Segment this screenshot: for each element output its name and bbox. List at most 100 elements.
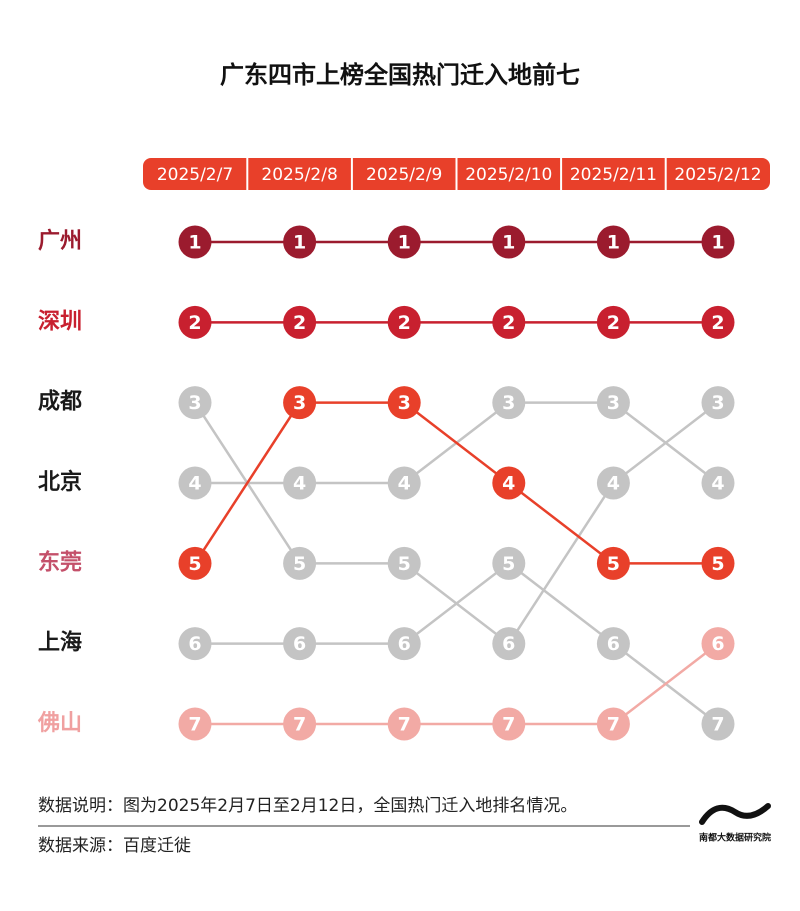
rank-dot bbox=[178, 627, 212, 661]
rank-dot bbox=[178, 546, 212, 580]
rank-label: 5 bbox=[607, 553, 620, 575]
rank-dot bbox=[387, 466, 421, 500]
rank-label: 6 bbox=[398, 633, 411, 655]
rank-label: 6 bbox=[711, 633, 724, 655]
legend-label: 北京 bbox=[38, 469, 82, 495]
rank-label: 6 bbox=[607, 633, 620, 655]
rank-dot bbox=[596, 627, 630, 661]
x-tick-label: 2025/2/12 bbox=[674, 165, 761, 185]
legend-label: 佛山 bbox=[37, 711, 82, 736]
rank-label: 2 bbox=[711, 312, 724, 334]
rank-label: 5 bbox=[293, 553, 306, 575]
series-line bbox=[195, 642, 719, 726]
rank-label: 1 bbox=[293, 232, 306, 254]
rank-label: 5 bbox=[398, 553, 411, 575]
rank-label: 1 bbox=[607, 232, 620, 254]
x-tick-label: 2025/2/9 bbox=[366, 165, 442, 185]
rank-label: 5 bbox=[188, 553, 201, 575]
rank-dot bbox=[701, 546, 735, 580]
rank-dot bbox=[283, 466, 317, 500]
rank-dot bbox=[178, 707, 212, 741]
x-tick-label: 2025/2/11 bbox=[570, 165, 657, 185]
legend-label: 深圳 bbox=[38, 309, 82, 334]
rank-label: 1 bbox=[502, 232, 515, 254]
source: 数据来源：百度迁徙 bbox=[38, 836, 191, 856]
legend-label: 广州 bbox=[38, 228, 82, 254]
rank-dot bbox=[283, 225, 317, 259]
rank-dot bbox=[701, 627, 735, 661]
rank-dot bbox=[283, 305, 317, 339]
rank-label: 3 bbox=[188, 392, 201, 414]
rank-dot bbox=[492, 546, 526, 580]
rank-label: 4 bbox=[502, 473, 515, 495]
rank-dot bbox=[178, 466, 212, 500]
rank-label: 7 bbox=[293, 714, 306, 736]
rank-dot bbox=[492, 627, 526, 661]
rank-label: 4 bbox=[188, 473, 201, 495]
series-line bbox=[193, 401, 718, 565]
rank-dot bbox=[492, 466, 526, 500]
rank-dot bbox=[178, 225, 212, 259]
rank-label: 2 bbox=[398, 312, 411, 334]
rank-label: 3 bbox=[711, 392, 724, 414]
series-layer: 3 5 5 6 4 3 4 4 4 3 3 4 6 6 6 5 6 7 1 1 1 1 1 1 2 2 2 2 2 2 5 3 3 4 5 5 7 7 7 7… bbox=[178, 225, 735, 741]
rank-label: 3 bbox=[607, 392, 620, 414]
rank-dot bbox=[387, 386, 421, 420]
rank-dot bbox=[178, 305, 212, 339]
x-tick-label: 2025/2/7 bbox=[157, 165, 233, 185]
rank-label: 4 bbox=[398, 473, 411, 495]
rank-dot bbox=[283, 386, 317, 420]
rank-label: 1 bbox=[711, 232, 724, 254]
rank-label: 3 bbox=[502, 392, 515, 414]
series-line bbox=[195, 561, 719, 725]
rank-dot bbox=[492, 386, 526, 420]
rank-dot bbox=[178, 386, 212, 420]
rank-dot bbox=[492, 707, 526, 741]
rank-label: 2 bbox=[188, 312, 201, 334]
rank-label: 4 bbox=[711, 473, 724, 495]
rank-label: 1 bbox=[398, 232, 411, 254]
rank-dot bbox=[596, 546, 630, 580]
rank-label: 5 bbox=[711, 553, 724, 575]
rank-dot bbox=[701, 466, 735, 500]
rank-dot bbox=[701, 707, 735, 741]
rank-label: 4 bbox=[607, 473, 620, 495]
rank-dot bbox=[596, 225, 630, 259]
rank-dot bbox=[283, 707, 317, 741]
rank-dot bbox=[283, 627, 317, 661]
rank-dot bbox=[492, 225, 526, 259]
rank-dot bbox=[596, 707, 630, 741]
logo-text: 南都大数据研究院 bbox=[699, 832, 771, 844]
legend-label: 上海 bbox=[38, 630, 82, 656]
rank-dot bbox=[387, 225, 421, 259]
rank-dot bbox=[701, 386, 735, 420]
rank-label: 7 bbox=[711, 714, 724, 736]
legend-label: 东莞 bbox=[38, 549, 82, 575]
rank-dot bbox=[701, 225, 735, 259]
rank-label: 7 bbox=[502, 714, 515, 736]
rank-dot bbox=[492, 305, 526, 339]
rank-dot bbox=[596, 305, 630, 339]
x-tick-label: 2025/2/10 bbox=[465, 165, 552, 185]
rank-label: 2 bbox=[293, 312, 306, 334]
rank-dot bbox=[387, 546, 421, 580]
rank-label: 6 bbox=[293, 633, 306, 655]
rank-label: 3 bbox=[293, 392, 306, 414]
rank-dot bbox=[387, 305, 421, 339]
rank-label: 7 bbox=[607, 714, 620, 736]
rank-label: 6 bbox=[502, 633, 515, 655]
rank-label: 6 bbox=[188, 633, 201, 655]
rank-dot bbox=[596, 386, 630, 420]
rank-label: 2 bbox=[607, 312, 620, 334]
logo-icon bbox=[699, 803, 771, 825]
chart-title: 广东四市上榜全国热门迁入地前七 bbox=[220, 61, 580, 89]
legend-label: 成都 bbox=[38, 390, 82, 415]
rank-dot bbox=[701, 305, 735, 339]
rank-label: 1 bbox=[188, 232, 201, 254]
rank-label: 3 bbox=[398, 392, 411, 414]
rank-label: 5 bbox=[502, 553, 515, 575]
rank-dot bbox=[387, 707, 421, 741]
